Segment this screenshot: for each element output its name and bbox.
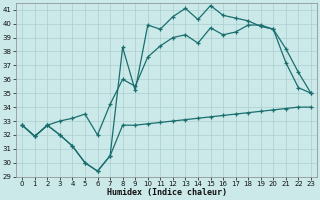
X-axis label: Humidex (Indice chaleur): Humidex (Indice chaleur) — [107, 188, 227, 197]
